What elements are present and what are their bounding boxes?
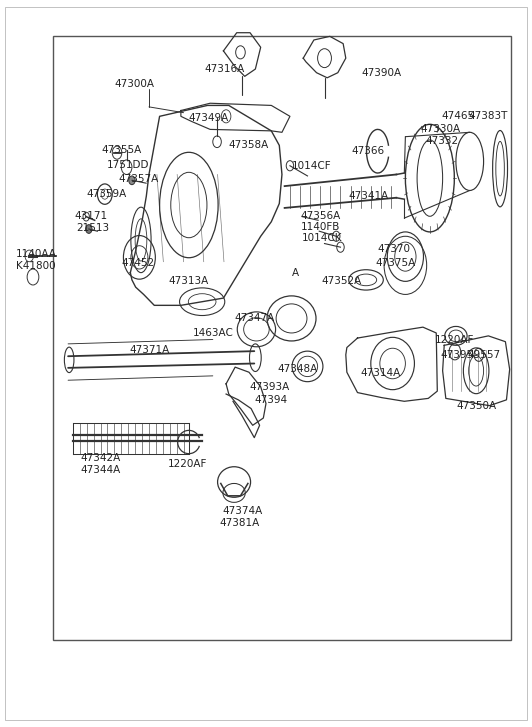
Text: 1220AF: 1220AF [168,459,207,469]
Text: 47300A: 47300A [114,79,154,89]
Text: 47344A: 47344A [81,465,121,475]
Text: 47356A: 47356A [301,211,341,221]
Text: 47313A: 47313A [168,276,209,286]
Text: 47350A: 47350A [456,401,496,411]
Bar [53,36,511,640]
Text: 47381A: 47381A [220,518,260,529]
Text: 47366: 47366 [351,146,384,156]
Text: 47332: 47332 [426,136,459,146]
Text: 47393A: 47393A [249,382,289,393]
Text: 47348A: 47348A [278,364,318,374]
Text: 1463AC: 1463AC [193,328,234,338]
Text: 47394: 47394 [254,395,287,405]
Text: 47395: 47395 [440,350,473,360]
Text: 47370: 47370 [378,244,411,254]
Text: 47383T: 47383T [468,111,508,121]
Text: 47342A: 47342A [81,453,121,463]
Text: 47314A: 47314A [361,368,401,378]
Text: 49557: 49557 [467,350,500,360]
Text: 47330A: 47330A [420,124,460,134]
Text: 47358A: 47358A [229,140,269,150]
Text: 47357A: 47357A [118,174,159,184]
Text: 1220AF: 1220AF [435,335,475,345]
Text: 47359A: 47359A [86,189,127,199]
Text: 47465: 47465 [442,111,475,121]
Text: 1751DD: 1751DD [106,160,149,170]
Text: 47316A: 47316A [205,64,245,74]
Text: 47352A: 47352A [322,276,362,286]
Text: 1014CF: 1014CF [292,161,331,171]
Circle shape [86,225,92,233]
Text: 47452: 47452 [121,258,154,268]
Text: 47349A: 47349A [189,113,229,123]
Text: 47374A: 47374A [222,506,263,516]
Text: 1014CK: 1014CK [302,233,343,244]
Text: 47390A: 47390A [362,68,402,78]
Circle shape [129,176,135,185]
Text: 43171: 43171 [74,211,107,221]
Text: 47375A: 47375A [376,258,416,268]
Text: 47341A: 47341A [348,191,389,201]
Text: 1140AA: 1140AA [16,249,57,260]
Text: 47355A: 47355A [101,145,142,156]
Text: 47371A: 47371A [129,345,170,356]
Text: A: A [292,268,298,278]
Text: 1140FB: 1140FB [301,222,340,232]
Text: 21513: 21513 [76,222,109,233]
Text: 47347A: 47347A [234,313,275,324]
Text: K41800: K41800 [16,261,55,271]
